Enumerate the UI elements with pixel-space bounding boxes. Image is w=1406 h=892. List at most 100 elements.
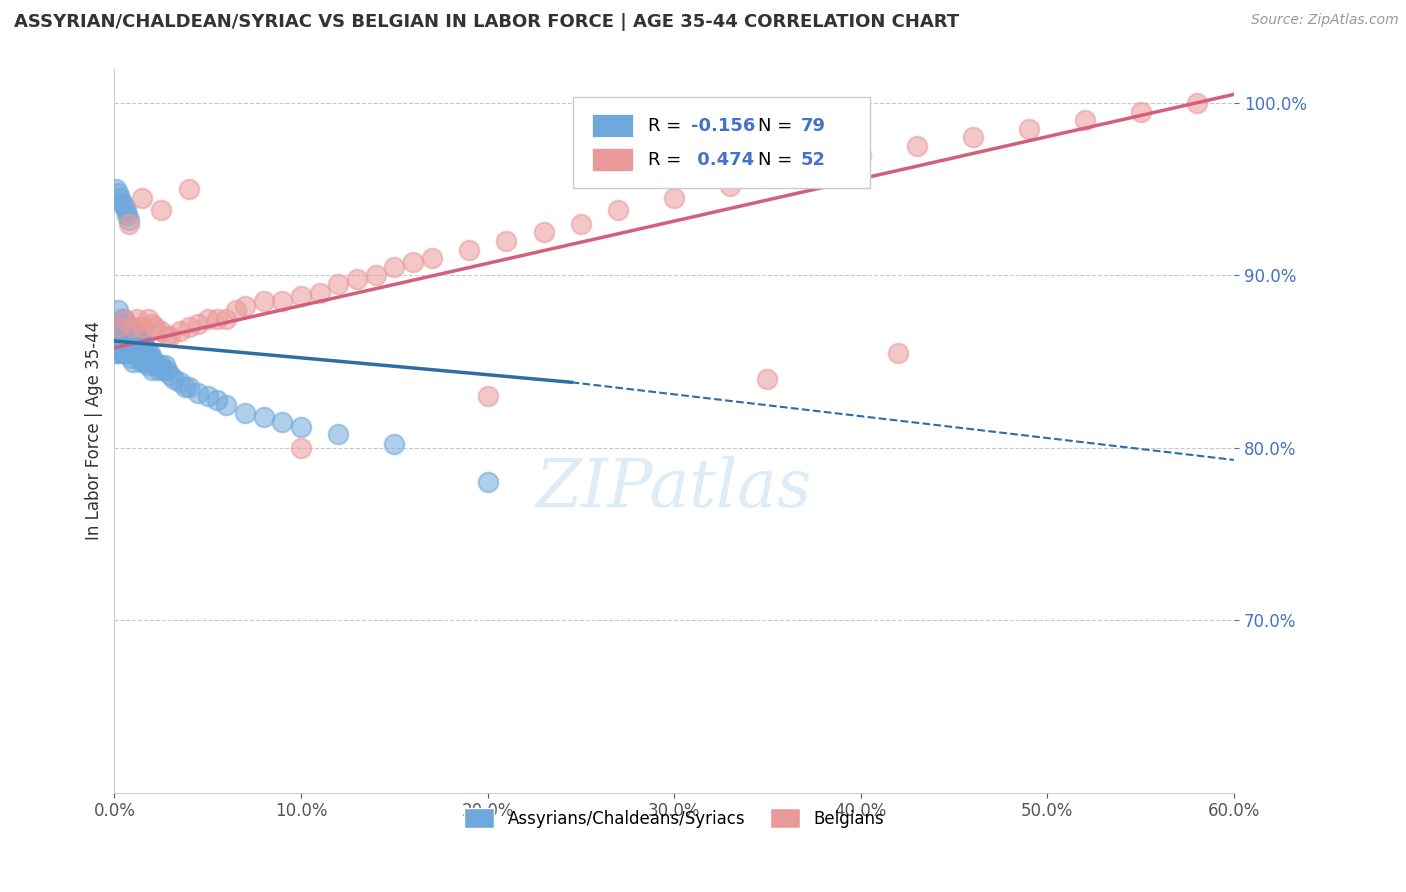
Point xyxy=(107,302,129,317)
Point xyxy=(197,389,219,403)
Point xyxy=(134,354,156,368)
Point xyxy=(112,346,135,360)
Point xyxy=(117,334,139,348)
Point xyxy=(253,409,276,424)
Point xyxy=(107,337,129,351)
Point xyxy=(225,302,247,317)
Point xyxy=(177,380,200,394)
Text: 0.474: 0.474 xyxy=(690,151,754,169)
FancyBboxPatch shape xyxy=(592,148,633,171)
Y-axis label: In Labor Force | Age 35-44: In Labor Force | Age 35-44 xyxy=(86,321,103,541)
Point xyxy=(962,130,984,145)
Text: -0.156: -0.156 xyxy=(690,117,755,135)
Point xyxy=(122,324,145,338)
Point xyxy=(756,372,779,386)
Point xyxy=(118,324,141,338)
Point xyxy=(215,398,238,412)
Point xyxy=(114,337,136,351)
Point xyxy=(382,437,405,451)
Point xyxy=(125,311,148,326)
Point xyxy=(131,351,153,366)
Point xyxy=(129,337,152,351)
FancyBboxPatch shape xyxy=(574,97,870,188)
Point xyxy=(107,346,129,360)
Point xyxy=(477,475,499,490)
Point xyxy=(215,311,238,326)
Point xyxy=(114,320,136,334)
Point xyxy=(112,328,135,343)
Point xyxy=(1073,113,1095,128)
Point xyxy=(134,337,156,351)
Point xyxy=(105,337,128,351)
Point xyxy=(1185,95,1208,110)
Point xyxy=(117,320,139,334)
Point xyxy=(111,324,134,338)
Point xyxy=(107,320,129,334)
Point xyxy=(135,341,157,355)
Text: N =: N = xyxy=(758,151,799,169)
Point xyxy=(120,320,142,334)
Text: ZIPatlas: ZIPatlas xyxy=(536,456,813,521)
Point xyxy=(152,363,174,377)
Point xyxy=(105,320,128,334)
Point xyxy=(142,354,165,368)
FancyBboxPatch shape xyxy=(592,114,633,137)
Point xyxy=(131,191,153,205)
Point xyxy=(117,208,139,222)
Point xyxy=(112,311,135,326)
Point xyxy=(233,406,256,420)
Point xyxy=(458,243,481,257)
Point xyxy=(141,351,163,366)
Point xyxy=(150,324,173,338)
Point xyxy=(887,346,910,360)
Point xyxy=(290,420,312,434)
Point xyxy=(148,363,170,377)
Point xyxy=(308,285,330,300)
Point xyxy=(163,372,186,386)
Point xyxy=(420,251,443,265)
Point xyxy=(607,202,630,217)
Point xyxy=(125,346,148,360)
Point xyxy=(177,320,200,334)
Text: 79: 79 xyxy=(800,117,825,135)
Text: R =: R = xyxy=(648,117,688,135)
Point xyxy=(118,213,141,227)
Point xyxy=(128,334,150,348)
Point xyxy=(108,320,131,334)
Point xyxy=(187,317,209,331)
Point xyxy=(120,337,142,351)
Point xyxy=(533,225,555,239)
Point xyxy=(328,277,350,291)
Point xyxy=(159,328,181,343)
Point xyxy=(197,311,219,326)
Point xyxy=(114,202,136,217)
Point xyxy=(139,346,162,360)
Legend: Assyrians/Chaldeans/Syriacs, Belgians: Assyrians/Chaldeans/Syriacs, Belgians xyxy=(457,801,891,835)
Point xyxy=(177,182,200,196)
Point xyxy=(1018,121,1040,136)
Text: N =: N = xyxy=(758,117,799,135)
Point xyxy=(141,317,163,331)
Text: R =: R = xyxy=(648,151,688,169)
Point xyxy=(271,415,294,429)
Point xyxy=(905,139,928,153)
Point xyxy=(153,358,176,372)
Point xyxy=(122,337,145,351)
Point xyxy=(402,254,425,268)
Point xyxy=(105,346,128,360)
Point xyxy=(1129,104,1152,119)
Point xyxy=(131,320,153,334)
Point xyxy=(128,351,150,366)
Point xyxy=(120,351,142,366)
Point xyxy=(112,311,135,326)
Text: 52: 52 xyxy=(800,151,825,169)
Point xyxy=(662,191,685,205)
Point xyxy=(125,328,148,343)
Point xyxy=(136,358,159,372)
Point xyxy=(150,358,173,372)
Point xyxy=(233,300,256,314)
Point xyxy=(131,334,153,348)
Point xyxy=(141,363,163,377)
Point xyxy=(205,311,228,326)
Point xyxy=(477,389,499,403)
